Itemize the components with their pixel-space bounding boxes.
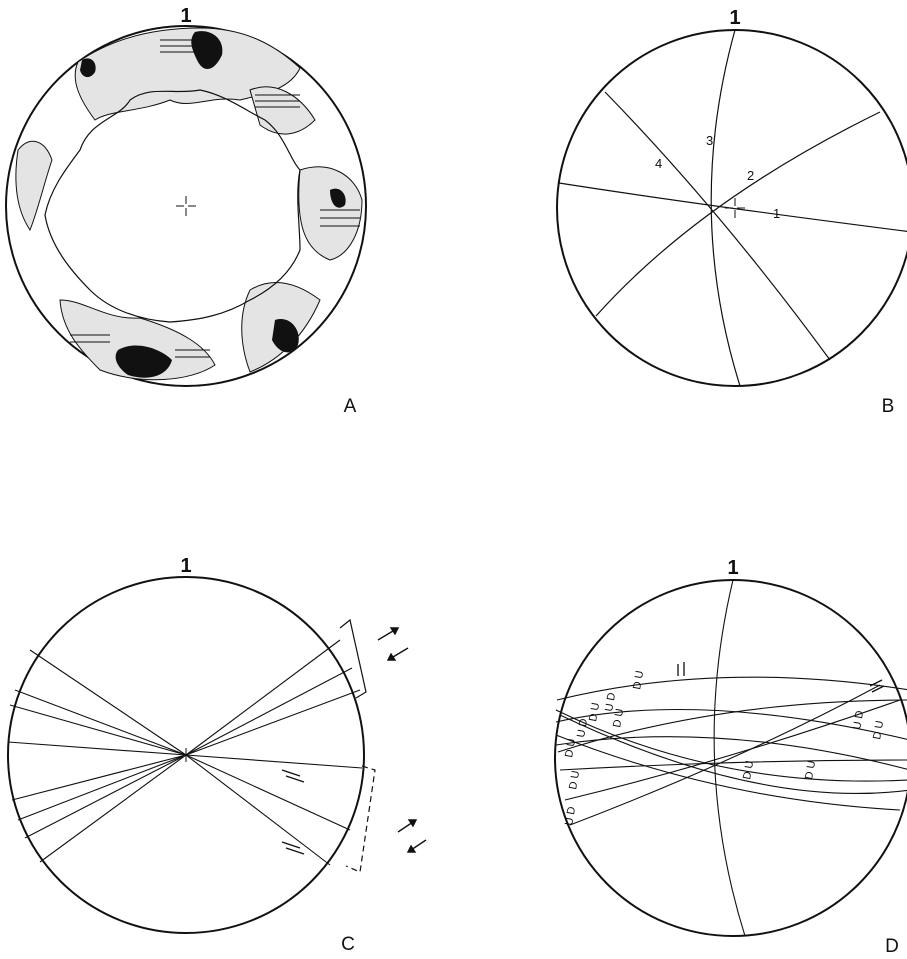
north-label-d: 1 <box>727 557 738 579</box>
north-label-b: 1 <box>729 7 740 29</box>
plane-2-b <box>595 111 881 317</box>
sense-label: D U <box>803 760 818 781</box>
plane-4-b <box>604 91 831 361</box>
sense-label: D U <box>871 720 886 741</box>
sense-label: D U <box>631 670 646 691</box>
bracket-upper-c <box>339 618 367 699</box>
sense-label: D U <box>611 708 626 729</box>
north-label-c: 1 <box>180 555 191 577</box>
primitive-circle-c <box>7 576 365 934</box>
panel-c: 1 C <box>7 555 427 955</box>
shear-arrows-c <box>281 627 427 855</box>
sense-label: U D <box>563 806 578 827</box>
planes-c <box>7 639 363 866</box>
plane-label-1: 1 <box>773 206 780 221</box>
plane-label-3: 3 <box>706 133 713 148</box>
sense-label: U D <box>575 718 590 739</box>
north-label-a: 1 <box>180 5 191 27</box>
panel-letter-c: C <box>341 934 355 955</box>
plane-label-4: 4 <box>655 156 662 171</box>
plane-1-b <box>558 182 907 232</box>
sense-label: U D <box>603 692 618 713</box>
panel-a: 1 A <box>5 5 367 417</box>
density-max-a <box>80 31 346 378</box>
plane-label-2: 2 <box>747 168 754 183</box>
panel-letter-a: A <box>344 396 357 417</box>
inner-contour-a <box>44 89 301 323</box>
panel-b: 1 2 3 4 1 B <box>556 7 907 417</box>
sense-labels-d: D U U D D U U D D U D U U D D U D U D U … <box>563 670 886 827</box>
sense-label: D U <box>563 738 578 759</box>
center-cross-a <box>176 196 196 216</box>
sense-label: D U <box>741 760 756 781</box>
center-cross-b <box>725 198 745 218</box>
panel-letter-b: B <box>882 396 895 417</box>
bracket-lower-c <box>345 765 376 873</box>
sense-label: D U <box>567 770 582 791</box>
great-circles-b <box>558 29 907 387</box>
sense-label: U D <box>851 710 866 731</box>
panel-d: D U U D D U U D D U D U U D D U D U D U … <box>554 557 907 957</box>
shear-arrows-d <box>677 662 885 693</box>
hatched-zones-a <box>70 39 360 358</box>
panel-letter-d: D <box>885 936 899 957</box>
great-circles-d <box>555 579 907 937</box>
sense-label: D U <box>587 702 602 723</box>
